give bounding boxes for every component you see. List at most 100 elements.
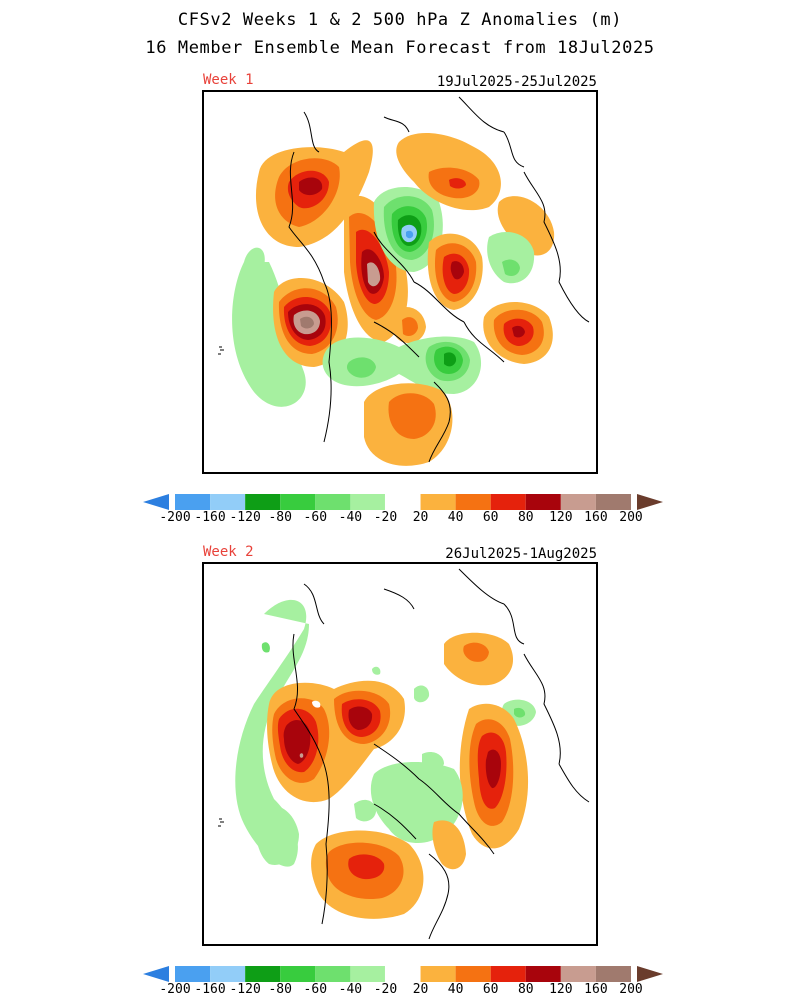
colorbar-tick-label: 20	[412, 982, 429, 997]
anomaly-positive	[450, 261, 464, 280]
colorbar-tick-label: 160	[584, 510, 608, 525]
colorbar-tick-label: -200	[159, 510, 191, 525]
week1-map	[202, 90, 598, 474]
anomaly-positive	[485, 749, 501, 789]
anomaly-positive	[367, 262, 381, 287]
colorbar-tick-label: -80	[268, 510, 292, 525]
colorbar-tick-label: -120	[229, 510, 261, 525]
colorbar-tick-label: -20	[373, 982, 398, 997]
week2-map	[202, 562, 598, 946]
colorbar-tick-label: -60	[303, 982, 328, 997]
colorbar-tick-label: -200	[159, 982, 191, 997]
colorbar-tick-label: -20	[373, 510, 398, 525]
colorbar-swatch	[315, 494, 351, 510]
colorbar-tick-label: 80	[517, 510, 534, 525]
anomaly-positive	[283, 720, 311, 764]
colorbar-tick-label: 60	[482, 982, 499, 997]
anomaly-negative	[406, 230, 414, 239]
week1-anomaly-field	[218, 96, 590, 466]
colorbar-swatch	[455, 494, 491, 510]
colorbar-swatch	[315, 966, 351, 982]
anomaly-positive	[299, 753, 304, 758]
colorbar-tick-label: 200	[619, 510, 643, 525]
colorbar-arrow-left	[143, 494, 169, 510]
colorbar-swatch	[350, 494, 386, 510]
colorbar-swatch	[595, 494, 631, 510]
colorbar-tick-label: -160	[194, 510, 226, 525]
colorbar-tick-label: 60	[482, 510, 499, 525]
colorbar-tick-label: -60	[303, 510, 328, 525]
colorbar-tick-label: -120	[229, 982, 261, 997]
anomaly-positive	[449, 178, 466, 189]
colorbar-swatch	[210, 966, 246, 982]
colorbar-swatch	[595, 966, 631, 982]
colorbar-arrow-left	[143, 966, 169, 982]
anomaly-negative	[244, 247, 265, 267]
anomaly-negative	[346, 357, 376, 378]
colorbar-swatch	[560, 494, 596, 510]
colorbar-swatch	[280, 966, 316, 982]
coastlines	[218, 96, 590, 463]
colorbar-swatch	[560, 966, 596, 982]
anomaly-negative	[514, 707, 526, 718]
colorbar-tick-label: -40	[338, 982, 363, 997]
colorbar-tick-label: 20	[412, 510, 429, 525]
colorbar-swatch	[490, 966, 526, 982]
colorbar-arrow-right	[637, 966, 663, 982]
colorbar-tick-label: 160	[584, 982, 608, 997]
colorbar-tick-label: 40	[447, 510, 464, 525]
colorbar-swatch	[245, 966, 281, 982]
colorbar-swatch	[490, 494, 526, 510]
anomaly-positive	[388, 393, 436, 439]
anomaly-positive	[432, 820, 466, 870]
anomaly-negative	[261, 642, 270, 653]
colorbar-tick-label: 200	[619, 982, 643, 997]
anomaly-negative	[354, 799, 376, 822]
anomaly-negative	[502, 259, 520, 276]
anomaly-negative	[232, 262, 306, 407]
colorbar-week2	[143, 965, 663, 983]
colorbar-swatch	[420, 966, 456, 982]
colorbar-week1	[143, 493, 663, 511]
colorbar-tick-label: -160	[194, 982, 226, 997]
anomaly-positive	[512, 325, 525, 338]
colorbar-swatch	[384, 493, 422, 511]
colorbar-swatch	[455, 966, 491, 982]
coastlines	[218, 568, 590, 940]
colorbar-swatch	[210, 494, 246, 510]
week2-dates: 26Jul2025-1Aug2025	[445, 546, 597, 562]
colorbar-tick-label: -40	[338, 510, 363, 525]
colorbar-swatch	[525, 494, 561, 510]
colorbar-swatch	[175, 494, 211, 510]
week1-label: Week 1	[203, 72, 254, 88]
colorbar-arrow-right	[637, 494, 663, 510]
colorbar-tick-label: 40	[447, 982, 464, 997]
chart-subtitle: 16 Member Ensemble Mean Forecast from 18…	[145, 38, 655, 58]
colorbar-swatch	[245, 494, 281, 510]
anomaly-positive	[348, 706, 373, 730]
colorbar-tick-label: 120	[549, 510, 573, 525]
anomaly-positive	[402, 317, 418, 336]
anomaly-positive	[463, 642, 489, 662]
anomaly-negative	[255, 805, 299, 865]
colorbar-swatch	[384, 965, 422, 983]
anomaly-negative	[422, 752, 444, 771]
anomaly-positive	[300, 316, 314, 329]
anomaly-negative	[487, 232, 535, 284]
anomaly-positive	[348, 854, 385, 880]
anomaly-positive	[312, 700, 321, 708]
colorbar-swatch	[350, 966, 386, 982]
colorbar-tick-label: 120	[549, 982, 573, 997]
week2-anomaly-field	[218, 568, 590, 940]
week2-label: Week 2	[203, 544, 254, 560]
anomaly-negative	[235, 599, 309, 867]
colorbar-swatch	[525, 966, 561, 982]
week1-dates: 19Jul2025-25Jul2025	[436, 74, 597, 90]
colorbar-tick-label: -80	[268, 982, 292, 997]
chart-title: CFSv2 Weeks 1 & 2 500 hPa Z Anomalies (m…	[177, 10, 623, 30]
colorbar-swatch	[280, 494, 316, 510]
anomaly-negative	[444, 352, 457, 367]
colorbar-swatch	[420, 494, 456, 510]
colorbar-tick-label: 80	[517, 982, 534, 997]
anomaly-negative	[414, 685, 430, 703]
